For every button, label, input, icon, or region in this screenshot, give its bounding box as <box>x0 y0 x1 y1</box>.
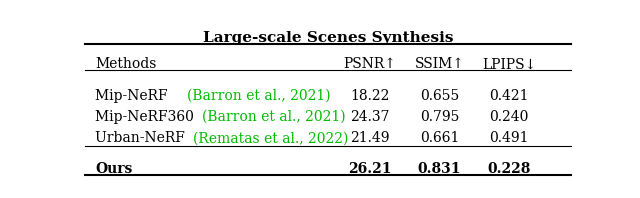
Text: (Barron et al., 2021): (Barron et al., 2021) <box>187 89 330 103</box>
Text: 24.37: 24.37 <box>351 110 390 124</box>
Text: 0.421: 0.421 <box>490 89 529 103</box>
Text: Ours: Ours <box>95 163 132 176</box>
Text: Mip-NeRF: Mip-NeRF <box>95 89 176 103</box>
Text: 0.831: 0.831 <box>418 163 461 176</box>
Text: 0.491: 0.491 <box>490 131 529 145</box>
Text: 0.655: 0.655 <box>420 89 460 103</box>
Text: 0.228: 0.228 <box>487 163 531 176</box>
Text: Methods: Methods <box>95 57 156 71</box>
Text: 21.49: 21.49 <box>351 131 390 145</box>
Text: Mip-NeRF360: Mip-NeRF360 <box>95 110 202 124</box>
Text: LPIPS↓: LPIPS↓ <box>482 57 536 71</box>
Text: (Barron et al., 2021): (Barron et al., 2021) <box>202 110 345 124</box>
Text: Urban-NeRF: Urban-NeRF <box>95 131 193 145</box>
Text: PSNR↑: PSNR↑ <box>344 57 397 71</box>
Text: 0.240: 0.240 <box>490 110 529 124</box>
Text: 18.22: 18.22 <box>351 89 390 103</box>
Text: 26.21: 26.21 <box>348 163 392 176</box>
Text: SSIM↑: SSIM↑ <box>415 57 465 71</box>
Text: (Rematas et al., 2022): (Rematas et al., 2022) <box>193 131 348 145</box>
Text: 0.795: 0.795 <box>420 110 460 124</box>
Text: 0.661: 0.661 <box>420 131 460 145</box>
Text: Large-scale Scenes Synthesis: Large-scale Scenes Synthesis <box>203 31 453 45</box>
